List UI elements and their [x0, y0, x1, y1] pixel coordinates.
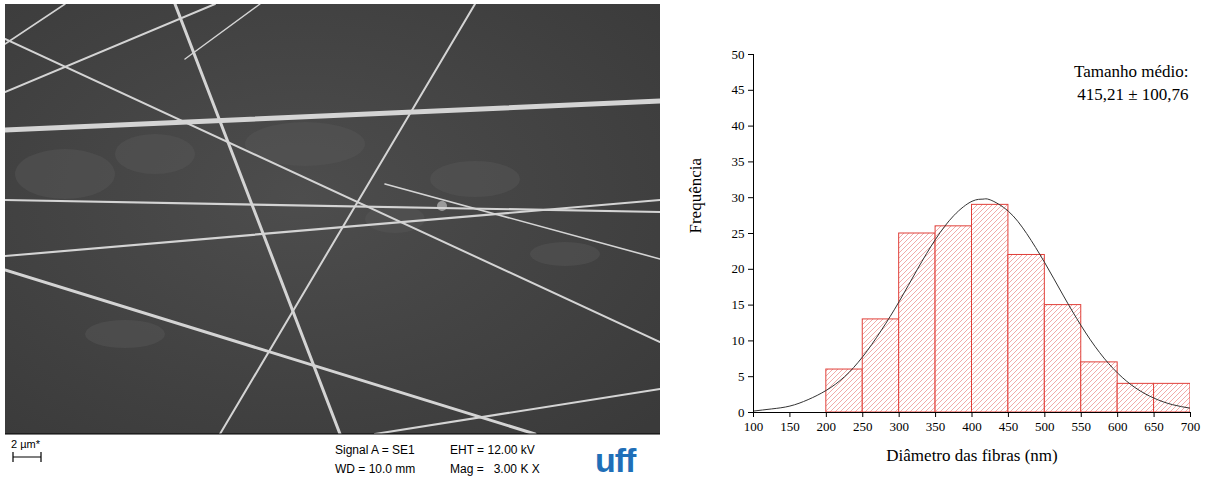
- svg-text:15: 15: [732, 297, 745, 312]
- svg-text:Tamanho médio:415,21 ± 100,76: Tamanho médio:415,21 ± 100,76: [1074, 62, 1188, 104]
- svg-text:450: 450: [999, 419, 1019, 434]
- svg-text:EHT = 12.00 kV: EHT = 12.00 kV: [450, 443, 535, 457]
- svg-text:550: 550: [1072, 419, 1092, 434]
- svg-text:0: 0: [738, 405, 745, 420]
- svg-text:Frequência: Frequência: [686, 158, 705, 234]
- svg-text:Signal A = SE1: Signal A = SE1: [335, 443, 415, 457]
- svg-text:10: 10: [732, 333, 745, 348]
- svg-text:20: 20: [732, 261, 745, 276]
- svg-text:150: 150: [780, 419, 799, 434]
- svg-text:50: 50: [732, 47, 745, 62]
- svg-text:500: 500: [1035, 419, 1055, 434]
- svg-text:400: 400: [962, 419, 982, 434]
- svg-text:45: 45: [732, 82, 745, 97]
- svg-text:Diâmetro das fibras (nm): Diâmetro das fibras (nm): [886, 446, 1057, 465]
- svg-text:35: 35: [732, 154, 745, 169]
- svg-text:25: 25: [732, 226, 745, 241]
- svg-text:40: 40: [732, 118, 745, 133]
- svg-text:250: 250: [853, 419, 873, 434]
- svg-text:700: 700: [1181, 419, 1201, 434]
- svg-text:Mag = 3.00 K X: Mag = 3.00 K X: [450, 462, 540, 476]
- svg-text:uff: uff: [595, 441, 637, 479]
- svg-text:350: 350: [926, 419, 946, 434]
- svg-text:2 µm*: 2 µm*: [11, 438, 41, 450]
- svg-text:600: 600: [1108, 419, 1128, 434]
- svg-text:100: 100: [744, 419, 764, 434]
- svg-text:200: 200: [817, 419, 837, 434]
- svg-text:650: 650: [1144, 419, 1164, 434]
- svg-text:WD = 10.0 mm: WD = 10.0 mm: [335, 462, 415, 476]
- svg-text:300: 300: [889, 419, 909, 434]
- svg-text:5: 5: [738, 369, 745, 384]
- svg-text:30: 30: [732, 190, 745, 205]
